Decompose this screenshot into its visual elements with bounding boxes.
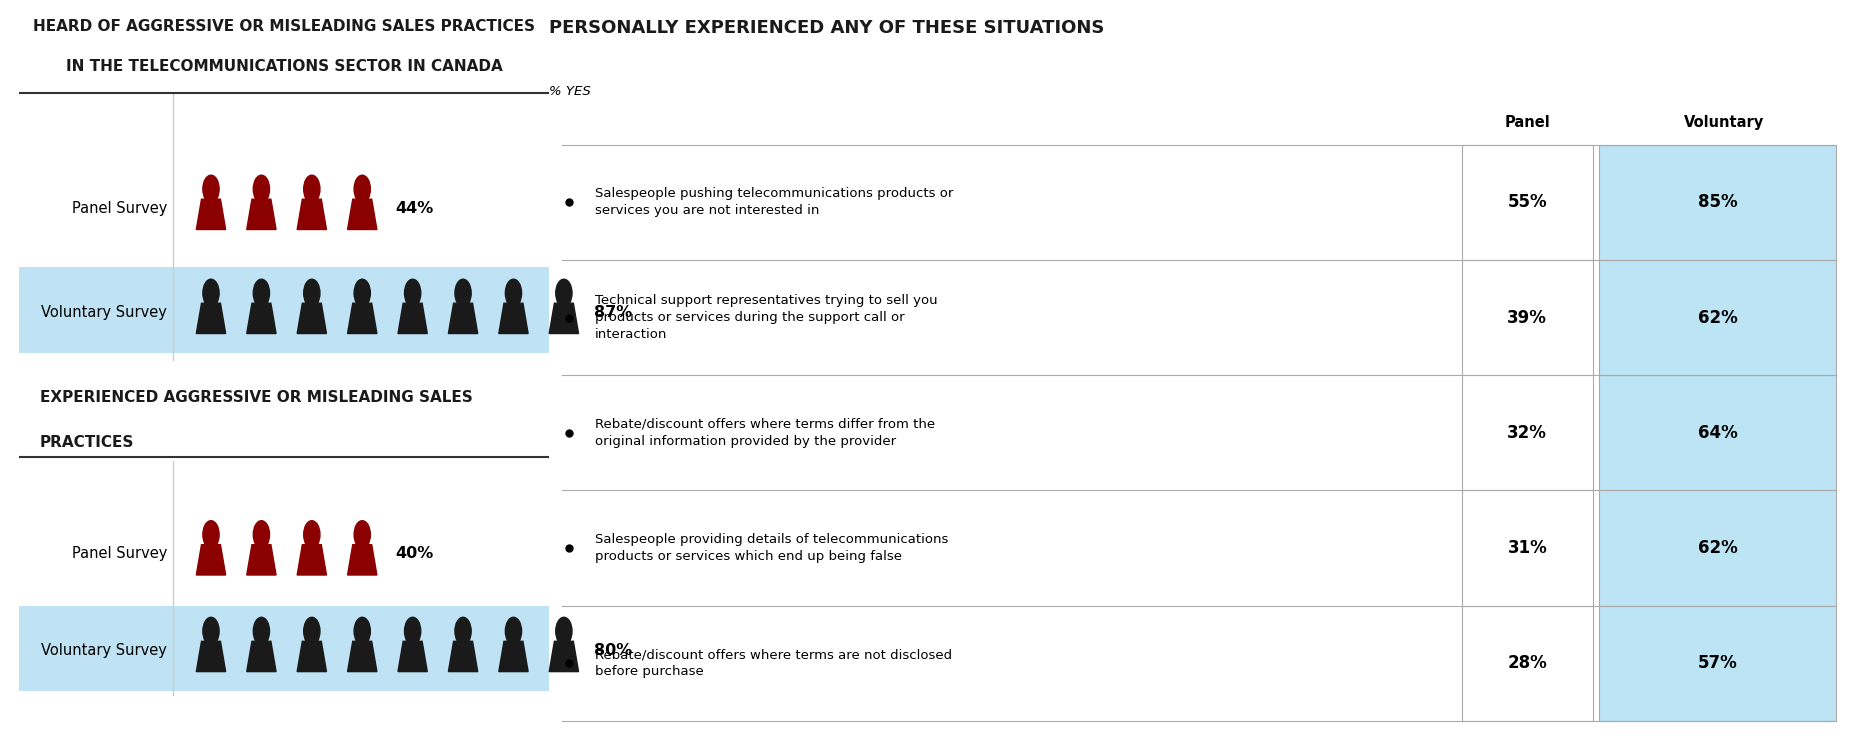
Polygon shape	[248, 545, 276, 575]
Text: Voluntary: Voluntary	[1683, 115, 1765, 130]
Ellipse shape	[253, 175, 270, 203]
Ellipse shape	[354, 175, 371, 203]
Text: 62%: 62%	[1698, 308, 1737, 327]
Ellipse shape	[203, 175, 220, 203]
Polygon shape	[398, 303, 426, 334]
Ellipse shape	[304, 617, 320, 645]
Polygon shape	[499, 303, 529, 334]
Ellipse shape	[203, 617, 220, 645]
FancyBboxPatch shape	[19, 606, 549, 691]
Ellipse shape	[304, 175, 320, 203]
Polygon shape	[298, 199, 326, 230]
Ellipse shape	[555, 617, 572, 645]
Ellipse shape	[253, 617, 270, 645]
Ellipse shape	[203, 521, 220, 548]
Ellipse shape	[354, 617, 371, 645]
Text: Technical support representatives trying to sell you
products or services during: Technical support representatives trying…	[596, 294, 938, 341]
Text: 85%: 85%	[1698, 193, 1737, 212]
Ellipse shape	[304, 521, 320, 548]
Ellipse shape	[404, 617, 421, 645]
Text: 62%: 62%	[1698, 539, 1737, 557]
Text: 40%: 40%	[395, 546, 434, 561]
Ellipse shape	[253, 279, 270, 307]
Text: 39%: 39%	[1508, 308, 1547, 327]
Text: Voluntary Survey: Voluntary Survey	[41, 643, 168, 658]
Polygon shape	[298, 545, 326, 575]
Text: 55%: 55%	[1508, 193, 1547, 212]
Text: Rebate/discount offers where terms are not disclosed
before purchase: Rebate/discount offers where terms are n…	[596, 648, 951, 678]
Ellipse shape	[454, 617, 471, 645]
Polygon shape	[196, 641, 225, 672]
Ellipse shape	[404, 279, 421, 307]
Text: % YES: % YES	[549, 85, 590, 98]
Text: 31%: 31%	[1508, 539, 1547, 557]
Text: HEARD OF AGGRESSIVE OR MISLEADING SALES PRACTICES: HEARD OF AGGRESSIVE OR MISLEADING SALES …	[34, 19, 534, 33]
Text: Panel Survey: Panel Survey	[73, 201, 168, 215]
Ellipse shape	[454, 279, 471, 307]
Text: 64%: 64%	[1698, 424, 1737, 442]
Polygon shape	[549, 641, 579, 672]
FancyBboxPatch shape	[1599, 145, 1836, 721]
Ellipse shape	[354, 521, 371, 548]
Polygon shape	[196, 545, 225, 575]
Polygon shape	[348, 641, 376, 672]
Text: Rebate/discount offers where terms differ from the
original information provided: Rebate/discount offers where terms diffe…	[596, 418, 935, 448]
Text: 87%: 87%	[594, 305, 633, 319]
Text: PERSONALLY EXPERIENCED ANY OF THESE SITUATIONS: PERSONALLY EXPERIENCED ANY OF THESE SITU…	[549, 19, 1104, 36]
Text: 32%: 32%	[1508, 424, 1547, 442]
Text: Panel: Panel	[1504, 115, 1551, 130]
Polygon shape	[196, 303, 225, 334]
Polygon shape	[298, 641, 326, 672]
Polygon shape	[196, 199, 225, 230]
Polygon shape	[248, 303, 276, 334]
Text: Voluntary Survey: Voluntary Survey	[41, 305, 168, 319]
FancyBboxPatch shape	[19, 267, 549, 353]
Text: Salespeople pushing telecommunications products or
services you are not interest: Salespeople pushing telecommunications p…	[596, 187, 953, 218]
Ellipse shape	[505, 279, 521, 307]
Text: IN THE TELECOMMUNICATIONS SECTOR IN CANADA: IN THE TELECOMMUNICATIONS SECTOR IN CANA…	[65, 59, 503, 74]
Text: Salespeople providing details of telecommunications
products or services which e: Salespeople providing details of telecom…	[596, 533, 948, 563]
Text: 28%: 28%	[1508, 654, 1547, 672]
Polygon shape	[499, 641, 529, 672]
Ellipse shape	[304, 279, 320, 307]
Ellipse shape	[354, 279, 371, 307]
Ellipse shape	[253, 521, 270, 548]
Text: PRACTICES: PRACTICES	[39, 435, 134, 450]
Polygon shape	[449, 303, 479, 334]
Ellipse shape	[203, 279, 220, 307]
Polygon shape	[248, 641, 276, 672]
Text: EXPERIENCED AGGRESSIVE OR MISLEADING SALES: EXPERIENCED AGGRESSIVE OR MISLEADING SAL…	[39, 390, 473, 405]
Polygon shape	[398, 641, 426, 672]
Polygon shape	[449, 641, 479, 672]
FancyBboxPatch shape	[1462, 145, 1592, 721]
Polygon shape	[348, 199, 376, 230]
Text: 80%: 80%	[594, 643, 633, 658]
Polygon shape	[549, 303, 579, 334]
Text: Panel Survey: Panel Survey	[73, 546, 168, 561]
Text: 57%: 57%	[1698, 654, 1737, 672]
Ellipse shape	[555, 279, 572, 307]
Polygon shape	[248, 199, 276, 230]
Polygon shape	[348, 545, 376, 575]
Ellipse shape	[505, 617, 521, 645]
Polygon shape	[298, 303, 326, 334]
Text: 44%: 44%	[395, 201, 434, 215]
Polygon shape	[348, 303, 376, 334]
